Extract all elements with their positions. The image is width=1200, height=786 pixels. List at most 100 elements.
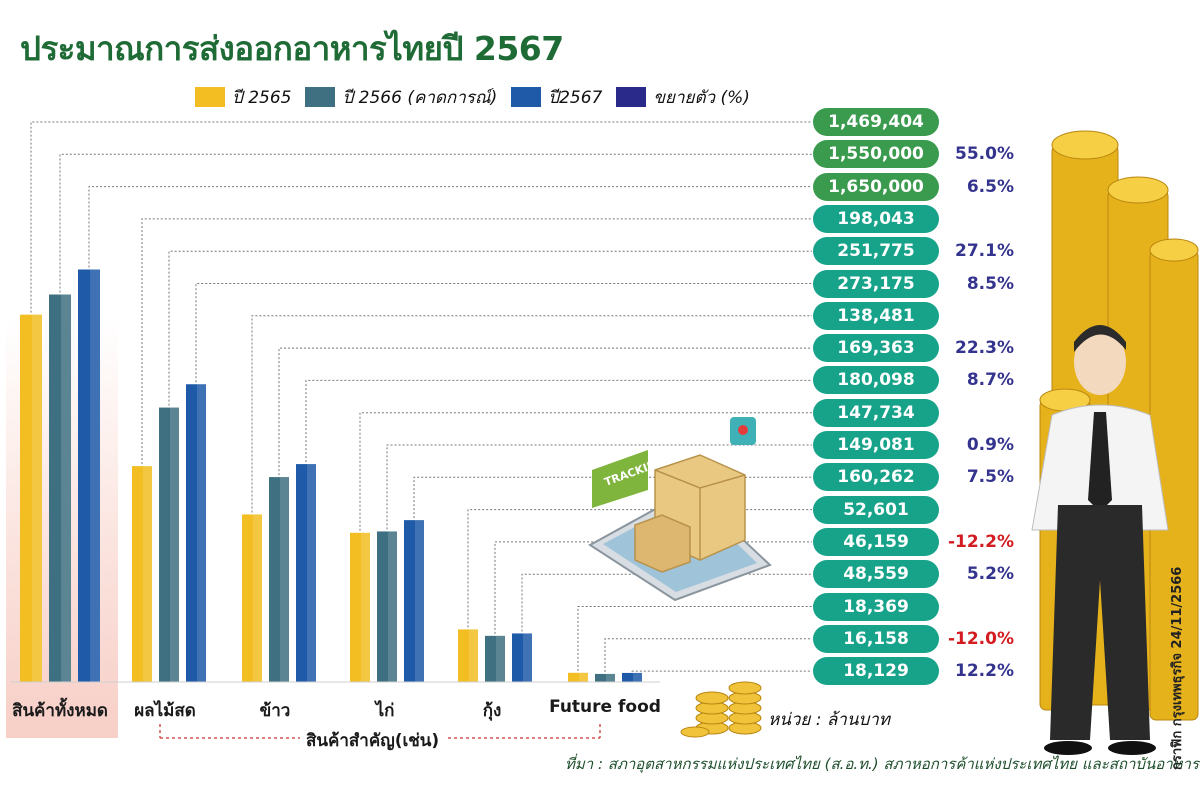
growth-label: 12.2% (955, 661, 1014, 682)
bar-shade (523, 633, 532, 682)
legend-label: ปี 2566 (คาดการณ์) (342, 87, 498, 108)
bar-5-2 (622, 672, 642, 682)
bar-shade (496, 635, 505, 682)
package-boxes-icon (634, 454, 746, 573)
bar-shade (307, 464, 316, 682)
legend-item: ปี 2565 (195, 84, 291, 111)
leader-line (195, 283, 812, 383)
bar-0-2 (78, 269, 100, 682)
page-title: ประมาณการส่งออกอาหารไทยปี 2567 (20, 29, 564, 68)
unit-label: หน่วย : ล้านบาท (768, 710, 890, 730)
leader-line (577, 606, 812, 671)
value-pill: 18,369 (813, 592, 939, 621)
growth-label: 8.5% (966, 273, 1014, 294)
value-pill: 198,043 (813, 204, 939, 233)
leader-line (386, 444, 812, 530)
bar-3-2 (404, 520, 424, 682)
growth-label: 7.5% (966, 467, 1014, 488)
bar-4-1 (485, 635, 505, 682)
illustration: TRACKING (159, 130, 1199, 755)
leader-line (59, 153, 812, 293)
growth-label: 5.2% (966, 564, 1014, 585)
bar-0-0 (20, 314, 42, 682)
legend-item: ขยายตัว (%) (616, 84, 750, 111)
growth-label: 8.7% (966, 370, 1014, 391)
value-pill: 48,559 (813, 560, 939, 589)
bar-shade (579, 672, 588, 682)
bar-1-2 (186, 384, 206, 682)
legend-swatch (511, 87, 542, 107)
bar-shade (197, 384, 206, 682)
bar-2-0 (242, 514, 262, 682)
value-pill: 46,159 (813, 527, 939, 556)
category-label: Future food (549, 697, 661, 717)
value-pill: 180,098 (813, 366, 939, 395)
leader-line (141, 218, 812, 465)
leader-line (521, 573, 812, 632)
bar-3-0 (350, 532, 370, 682)
bar-shade (361, 532, 370, 682)
bar-shade (253, 514, 262, 682)
graphic-credit: กราฟิก กรุงเทพธุรกิจ 24/11/2566 (1170, 566, 1185, 770)
leader-line (413, 476, 812, 519)
location-pin-icon (730, 417, 756, 445)
value-pill: 147,734 (813, 398, 939, 427)
bar-3-1 (377, 531, 397, 682)
bar-shade (143, 466, 152, 682)
bar-group (10, 269, 660, 683)
bar-2-1 (269, 477, 289, 682)
bar-shade (388, 531, 397, 682)
category-label: สินค้าทั้งหมด (12, 701, 108, 721)
category-label: ข้าว (259, 701, 291, 721)
bar-shade (633, 672, 642, 682)
leader-lines (30, 121, 812, 672)
bar-1-1 (159, 407, 179, 682)
legend-item: ปี 2566 (คาดการณ์) (305, 84, 497, 111)
legend-swatch (305, 87, 336, 107)
value-pill: 1,550,000 (813, 140, 939, 169)
source-note: ที่มา : สภาอุตสาหกรรมแห่งประเทศไทย (ส.อ.… (565, 755, 1199, 773)
leader-line (305, 379, 812, 463)
value-pill: 138,481 (813, 301, 939, 330)
legend-label: ขยายตัว (%) (653, 87, 750, 108)
leader-line (604, 638, 812, 672)
bar-5-1 (595, 673, 615, 682)
bar-0-1 (49, 294, 71, 682)
leader-line (278, 347, 812, 476)
value-pill: 18,129 (813, 657, 939, 686)
value-pill: 149,081 (813, 431, 939, 459)
bar-shade (90, 269, 100, 682)
growth-label: 22.3% (955, 338, 1014, 359)
growth-label: 0.9% (966, 435, 1014, 455)
value-pill: 273,175 (813, 269, 939, 298)
value-pill: 251,775 (813, 237, 939, 266)
growth-label: 55.0% (955, 144, 1014, 165)
growth-label: 27.1% (955, 241, 1014, 262)
businessman-icon (1031, 325, 1169, 755)
group-label: สินค้าสำคัญ(เช่น) (300, 727, 446, 754)
leader-line (251, 315, 812, 513)
legend-label: ปี 2565 (232, 87, 292, 108)
bar-shade (170, 407, 179, 682)
legend-item: ปี2567 (511, 84, 602, 111)
gold-coins-icon (680, 681, 762, 738)
leader-line (467, 509, 812, 628)
legend-swatch (195, 87, 225, 107)
leader-line (168, 250, 812, 406)
value-pill: 1,650,000 (813, 172, 939, 201)
bar-1-0 (132, 466, 152, 682)
bar-2-2 (296, 464, 316, 682)
value-pill: 16,158 (813, 624, 939, 653)
category-label: กุ้ง (482, 701, 502, 721)
bar-4-2 (512, 633, 532, 682)
leader-line (30, 121, 812, 313)
value-pill: 1,469,404 (813, 108, 939, 136)
tracking-badge (592, 450, 648, 508)
bar-shade (415, 520, 424, 682)
bar-5-0 (568, 672, 588, 682)
growth-label: -12.0% (947, 628, 1014, 649)
bar-shade (280, 477, 289, 682)
growth-label: 6.5% (966, 176, 1014, 197)
